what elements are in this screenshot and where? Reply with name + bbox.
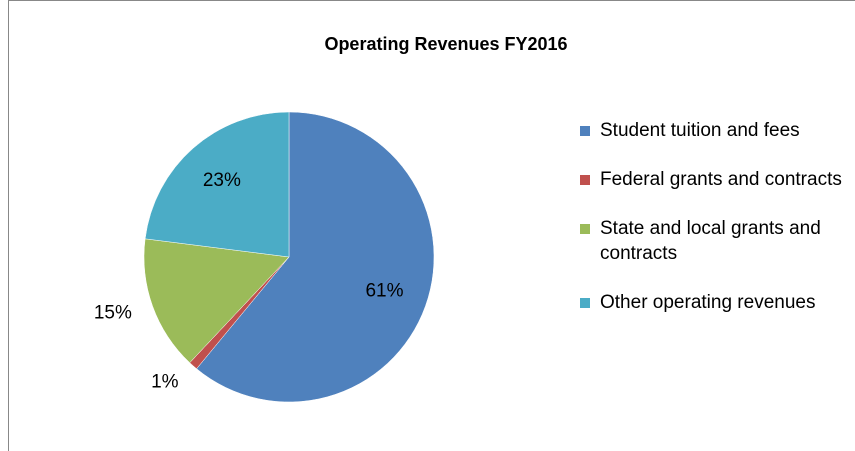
data-label: 1% — [151, 371, 179, 392]
chart-title: Operating Revenues FY2016 — [324, 34, 567, 54]
pie-slice — [196, 111, 435, 403]
legend-item: State and local grants and contracts — [580, 216, 845, 266]
legend-swatch — [580, 298, 590, 308]
legend-label: Other operating revenues — [600, 292, 816, 313]
pie-slice — [143, 238, 290, 364]
legend: Student tuition and fees Federal grants a… — [580, 118, 845, 339]
legend-label: Federal grants and contracts — [600, 169, 842, 190]
legend-swatch — [580, 175, 590, 185]
pie-slice — [144, 111, 290, 258]
legend-label: State and local grants and contracts — [600, 218, 821, 264]
legend-item: Other operating revenues — [580, 290, 845, 315]
data-label: 61% — [365, 280, 403, 301]
data-label: 15% — [94, 303, 132, 324]
legend-item: Federal grants and contracts — [580, 167, 845, 192]
data-label: 23% — [203, 170, 241, 191]
legend-item: Student tuition and fees — [580, 118, 845, 143]
legend-label: Student tuition and fees — [600, 120, 800, 141]
legend-swatch — [580, 224, 590, 234]
legend-swatch — [580, 126, 590, 136]
